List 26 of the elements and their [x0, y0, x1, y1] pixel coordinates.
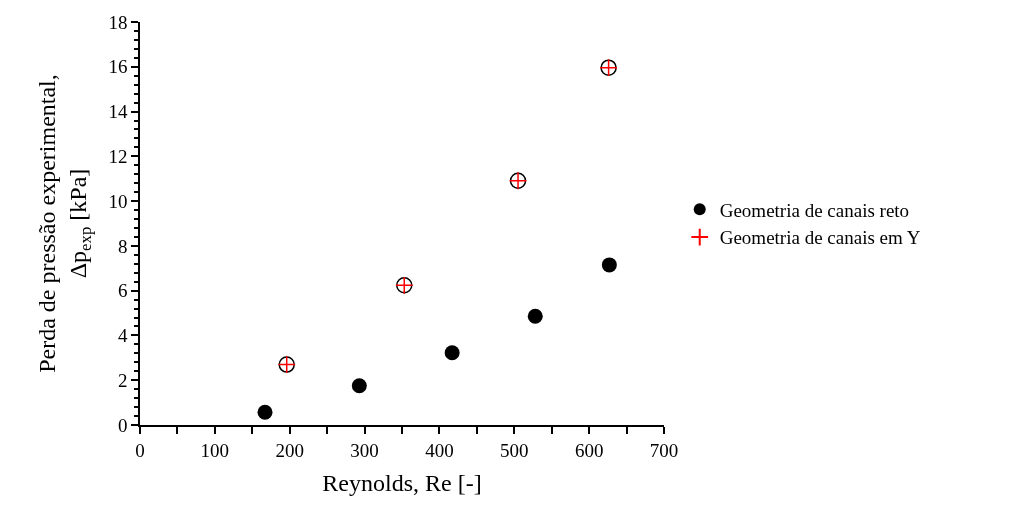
y-tick-label: 0 [117, 414, 128, 436]
x-tick-label: 500 [500, 439, 529, 461]
y-tick-label: 18 [108, 11, 128, 33]
x-tick-label: 300 [350, 439, 379, 461]
y-tick-label: 12 [108, 145, 128, 167]
point [444, 345, 460, 361]
legend-label: Geometria de canais em Y [719, 227, 921, 249]
x-tick-label: 0 [135, 439, 145, 461]
y-tick-label: 6 [117, 280, 128, 302]
x-tick-label: 200 [275, 439, 304, 461]
x-tick-label: 100 [200, 439, 230, 461]
y-tick-label: 10 [108, 190, 128, 212]
x-tick-label: 600 [574, 439, 604, 461]
y-tick-label: 2 [117, 369, 128, 391]
point [527, 308, 543, 324]
legend-label: Geometria de canais reto [719, 199, 910, 221]
y-tick-label: 14 [108, 101, 128, 123]
x-tick-label: 700 [649, 439, 679, 461]
point [601, 257, 617, 273]
x-axis-title: Reynolds, Re [-] [322, 470, 482, 497]
y-tick-label: 8 [117, 235, 128, 257]
point [351, 378, 367, 394]
x-tick-label: 400 [425, 439, 454, 461]
y-tick-label: 4 [117, 325, 128, 347]
y-tick-label: 16 [108, 56, 128, 78]
point [257, 404, 273, 420]
